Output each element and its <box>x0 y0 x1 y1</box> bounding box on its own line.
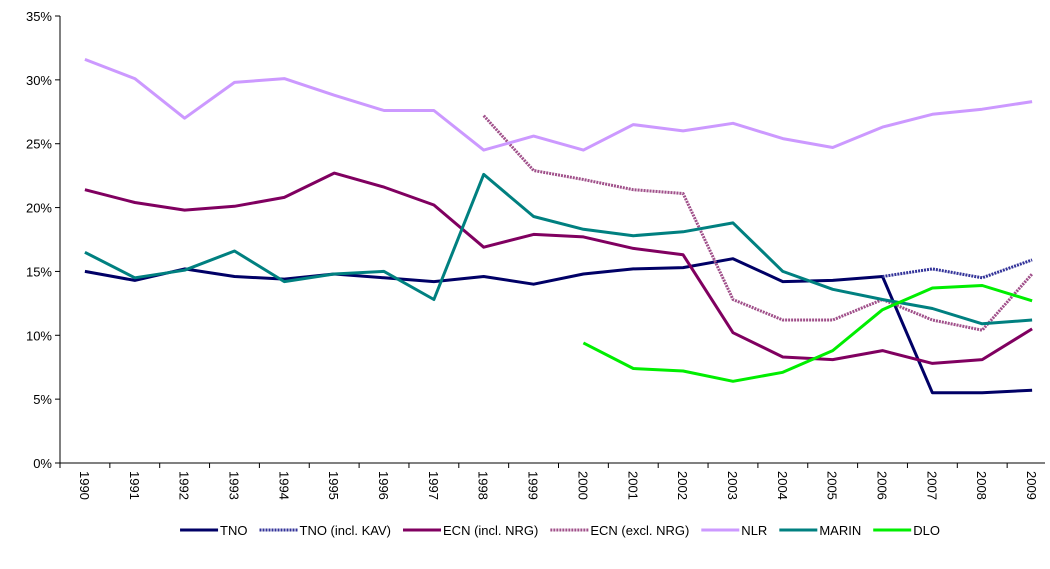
legend-label: MARIN <box>819 523 861 538</box>
legend-label: ECN (incl. NRG) <box>443 523 538 538</box>
legend-label: TNO (incl. KAV) <box>300 523 392 538</box>
legend-label: DLO <box>913 523 940 538</box>
series-line <box>482 114 1034 332</box>
y-tick-label: 10% <box>26 328 52 343</box>
series-line <box>84 171 1033 365</box>
x-tick-label: 2004 <box>775 471 790 500</box>
x-tick-label: 2006 <box>875 471 890 500</box>
x-tick-label: 2009 <box>1024 471 1039 500</box>
x-tick-label: 2000 <box>575 471 590 500</box>
x-tick-label: 1990 <box>77 471 92 500</box>
x-tick-label: 1999 <box>526 471 541 500</box>
x-tick-label: 2008 <box>974 471 989 500</box>
y-tick-label: 25% <box>26 137 52 152</box>
x-tick-label: 2002 <box>675 471 690 500</box>
legend-label: ECN (excl. NRG) <box>590 523 689 538</box>
y-tick-label: 0% <box>33 456 52 471</box>
x-tick-label: 1991 <box>127 471 142 500</box>
y-tick-label: 35% <box>26 9 52 24</box>
x-tick-label: 2003 <box>725 471 740 500</box>
y-tick-label: 15% <box>26 264 52 279</box>
legend: TNO TNO (incl. KAV) ECN (incl. NRG) ECN (ex… <box>180 523 940 538</box>
x-tick-label: 1997 <box>426 471 441 500</box>
series-line <box>84 257 1033 395</box>
x-tick-label: 1993 <box>226 471 241 500</box>
series-line <box>84 172 1033 326</box>
x-tick-label: 1996 <box>376 471 391 500</box>
series-line <box>582 284 1033 383</box>
x-tick-label: 1994 <box>276 471 291 500</box>
y-tick-label: 20% <box>26 201 52 216</box>
x-tick-label: 1992 <box>177 471 192 500</box>
y-tick-label: 5% <box>33 392 52 407</box>
x-tick-label: 2007 <box>924 471 939 500</box>
x-tick-label: 1998 <box>476 471 491 500</box>
series-line <box>882 258 1033 280</box>
x-tick-label: 1995 <box>326 471 341 500</box>
x-tick-label: 2001 <box>625 471 640 500</box>
legend-label: NLR <box>741 523 767 538</box>
y-tick-label: 30% <box>26 73 52 88</box>
series-line <box>84 58 1033 152</box>
x-tick-label: 2005 <box>825 471 840 500</box>
legend-label: TNO <box>220 523 247 538</box>
